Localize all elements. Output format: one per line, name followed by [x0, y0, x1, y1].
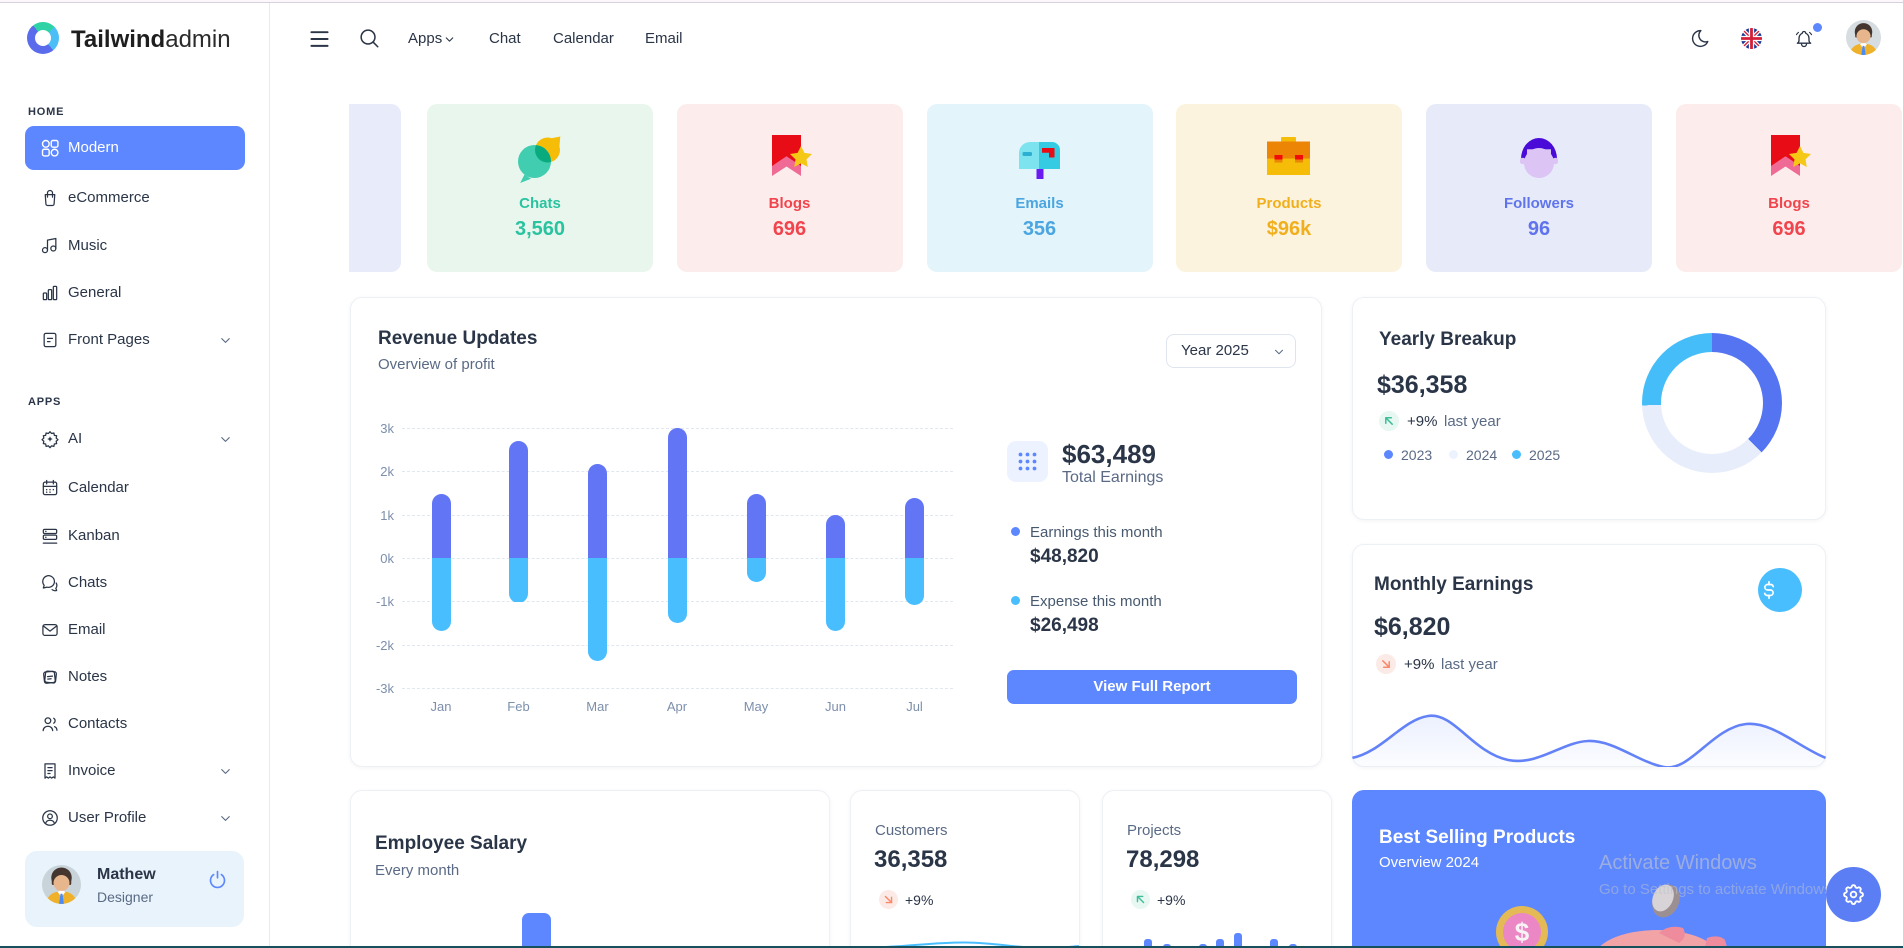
svg-text:$: $: [1515, 917, 1530, 947]
